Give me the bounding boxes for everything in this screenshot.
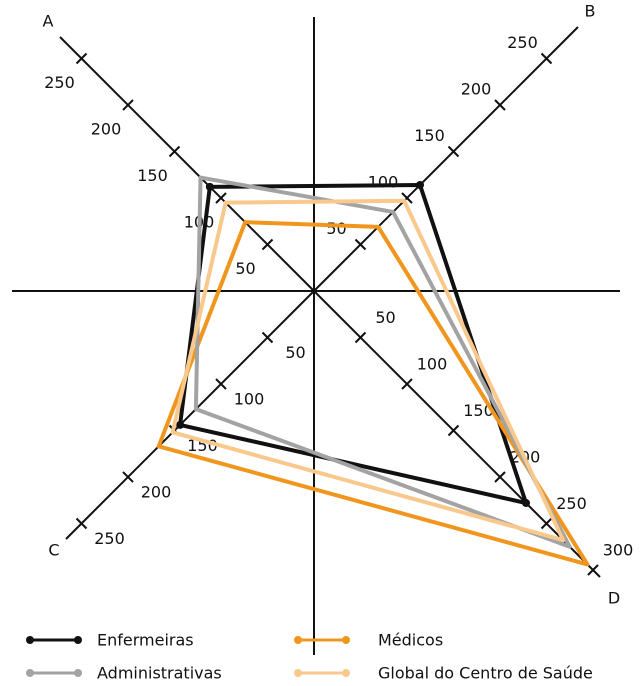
axis-name: A: [43, 12, 54, 31]
series-polygon: [170, 198, 566, 543]
radial-axis: [313, 290, 601, 578]
tick-mark: [447, 424, 460, 437]
tick-mark: [354, 238, 367, 251]
tick-mark: [401, 378, 413, 390]
radial-axis: [59, 36, 315, 292]
tick-mark: [540, 517, 553, 530]
radial-axis: [65, 290, 315, 540]
tick-label: 250: [44, 73, 75, 92]
tick-label: 150: [463, 401, 494, 420]
tick-mark: [587, 564, 599, 576]
tick-label: 100: [368, 173, 399, 192]
vertex-dot: [205, 182, 214, 191]
axis-name: C: [48, 541, 59, 560]
vertex-dot: [176, 420, 185, 429]
tick-mark: [122, 99, 134, 111]
vertex-dot: [416, 180, 425, 189]
tick-mark: [215, 192, 227, 204]
tick-label: 150: [414, 126, 445, 145]
tick-mark: [447, 145, 460, 158]
tick-label: 250: [507, 33, 538, 52]
tick-mark: [494, 471, 506, 483]
tick-label: 200: [91, 120, 122, 139]
tick-mark: [401, 192, 413, 204]
series-polygon: [178, 182, 529, 506]
legend-dot: [294, 636, 302, 644]
tick-label: 150: [137, 166, 168, 185]
tick-mark: [261, 238, 274, 251]
tick-label: 50: [375, 308, 395, 327]
tick-label: 100: [234, 390, 265, 409]
tick-mark: [215, 378, 227, 390]
tick-mark: [122, 471, 134, 483]
axis-name: D: [608, 589, 620, 608]
tick-label: 50: [235, 259, 255, 278]
tick-label: 250: [94, 529, 125, 548]
tick-label: 100: [417, 355, 448, 374]
tick-mark: [540, 52, 553, 65]
radial-axis: [313, 26, 579, 292]
axis-name: B: [585, 2, 596, 21]
tick-label: 300: [603, 541, 634, 560]
tick-label: 200: [461, 80, 492, 99]
tick-mark: [168, 145, 181, 158]
legend-label: Enfermeiras: [97, 631, 194, 650]
legend-dot: [74, 636, 82, 644]
legend-dot: [74, 669, 82, 677]
legend-dot: [342, 669, 350, 677]
tick-mark: [494, 99, 506, 111]
legend-dot: [294, 669, 302, 677]
tick-label: 50: [285, 343, 305, 362]
tick-mark: [261, 331, 274, 344]
legend-dot: [342, 636, 350, 644]
legend-label: Administrativas: [97, 664, 222, 683]
series-polygon: [156, 220, 590, 567]
legend-dot: [26, 636, 34, 644]
tick-mark: [75, 517, 88, 530]
vertex-dot: [522, 499, 531, 508]
legend-label: Global do Centro de Saúde: [378, 664, 593, 683]
tick-label: 200: [141, 483, 172, 502]
legend-label: Médicos: [378, 631, 443, 650]
tick-label: 250: [556, 494, 587, 513]
legend-dot: [26, 669, 34, 677]
tick-mark: [75, 52, 88, 65]
tick-label: 50: [326, 219, 346, 238]
tick-mark: [354, 331, 367, 344]
